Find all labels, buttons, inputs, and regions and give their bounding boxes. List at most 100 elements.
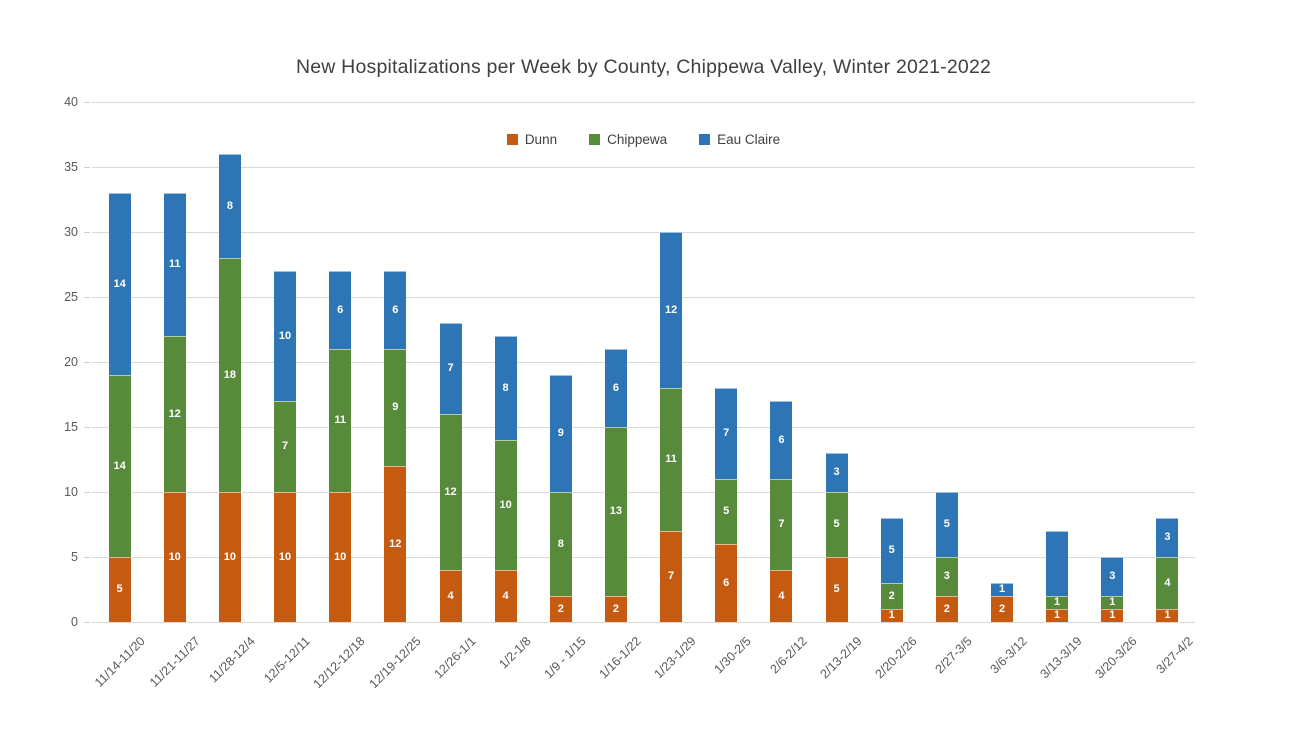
chippewa-legend-swatch-icon — [589, 134, 601, 145]
data-label: 10 — [278, 329, 292, 342]
bar-segment-dunn: 10 — [163, 492, 186, 622]
bar-segment-chippewa: 5 — [825, 492, 848, 557]
data-label: 5 — [833, 583, 840, 595]
data-label: 8 — [502, 381, 509, 394]
x-axis-label: 3/27-4/2 — [1152, 634, 1196, 677]
bar-segment-dunn: 12 — [384, 466, 407, 622]
legend-item-eau-claire: Eau Claire — [699, 132, 780, 147]
data-label: 7 — [281, 440, 289, 452]
data-label: 2 — [998, 602, 1006, 615]
data-label: 12 — [168, 407, 181, 420]
data-label: 7 — [447, 362, 454, 374]
bar-segment-eau-claire: 9 — [549, 375, 572, 492]
bar-segment-dunn: 10 — [218, 492, 241, 622]
y-axis-tick — [84, 622, 90, 623]
data-label: 2 — [888, 589, 895, 602]
x-axis-label: 11/14-11/20 — [91, 634, 148, 690]
y-axis-tick — [84, 167, 90, 168]
bar-segment-eau-claire: 8 — [494, 336, 517, 440]
data-label: 3 — [833, 466, 840, 478]
bar-segment-dunn: 2 — [549, 596, 572, 622]
x-axis-label: 11/28-12/4 — [206, 634, 258, 686]
bar-segment-dunn: 1 — [880, 609, 903, 622]
y-axis-tick — [84, 362, 90, 363]
data-label: 8 — [557, 537, 564, 550]
y-axis-tick — [84, 102, 90, 103]
y-axis-tick — [84, 232, 90, 233]
data-label: 2 — [557, 602, 564, 615]
y-axis-label: 5 — [71, 550, 78, 564]
x-axis-label: 3/6-3/12 — [987, 634, 1030, 677]
bar-segment-chippewa: 11 — [660, 388, 683, 531]
y-axis-label: 35 — [64, 160, 78, 174]
bar-segment-chippewa: 3 — [935, 557, 958, 596]
data-label: 13 — [609, 505, 623, 517]
bar-segment-dunn: 10 — [329, 492, 352, 622]
data-label: 12 — [444, 485, 457, 498]
data-label: 10 — [278, 550, 292, 563]
data-label: 14 — [113, 277, 126, 290]
y-axis-label: 15 — [64, 420, 78, 434]
bar-segment-dunn: 10 — [274, 492, 296, 622]
y-axis-tick — [84, 557, 90, 558]
x-axis-label: 2/13-2/19 — [817, 634, 865, 682]
x-axis-label: 12/5-12/11 — [261, 634, 313, 686]
legend-label-eau-claire: Eau Claire — [717, 132, 781, 147]
data-label: 2 — [943, 602, 950, 615]
bar-segment-chippewa: 13 — [604, 427, 627, 596]
bar-segment-dunn: 4 — [494, 570, 517, 622]
data-label: 4 — [447, 589, 454, 602]
bar-segment-chippewa: 5 — [715, 479, 738, 544]
legend: Dunn Chippewa Eau Claire — [92, 132, 1195, 147]
data-label: 4 — [778, 589, 785, 602]
gridline — [92, 102, 1195, 103]
x-axis-label: 1/23-1/29 — [651, 634, 699, 682]
x-axis-label: 3/20-3/26 — [1092, 634, 1141, 682]
data-label: 7 — [723, 427, 730, 439]
bar-segment-eau-claire: 12 — [660, 232, 683, 388]
data-label: 18 — [223, 368, 237, 381]
bar-segment-eau-claire — [1046, 531, 1069, 596]
data-label: 10 — [223, 550, 237, 563]
data-label: 1 — [1054, 609, 1061, 621]
bar-segment-chippewa: 11 — [329, 349, 352, 492]
x-axis-label: 3/13-3/19 — [1037, 634, 1086, 682]
bar-segment-dunn: 1 — [1156, 609, 1179, 622]
data-label: 6 — [337, 303, 344, 316]
y-axis-label: 20 — [64, 355, 78, 369]
bar-segment-chippewa: 12 — [439, 414, 462, 570]
bar-segment-eau-claire: 7 — [715, 388, 738, 479]
bar-segment-chippewa: 7 — [770, 479, 793, 570]
data-label: 1 — [888, 609, 895, 621]
data-label: 9 — [392, 401, 399, 413]
bar-segment-eau-claire: 6 — [770, 401, 793, 479]
bar-segment-eau-claire: 5 — [935, 492, 958, 557]
gridline — [92, 492, 1195, 493]
bar-segment-dunn: 6 — [715, 544, 738, 622]
bar-segment-dunn: 2 — [935, 596, 958, 622]
data-label: 9 — [557, 427, 564, 439]
data-label: 6 — [723, 576, 730, 589]
bar-segment-chippewa: 10 — [494, 440, 517, 570]
data-label: 2 — [612, 602, 619, 615]
bar-segment-eau-claire: 3 — [825, 453, 848, 492]
data-label: 3 — [1164, 531, 1171, 543]
bar-segment-dunn: 2 — [604, 596, 627, 622]
gridline — [92, 232, 1195, 233]
y-axis-label: 30 — [64, 225, 78, 239]
data-label: 3 — [943, 570, 950, 582]
bar-segment-eau-claire: 3 — [1101, 557, 1124, 596]
bar-segment-chippewa: 4 — [1156, 557, 1179, 609]
gridline — [92, 362, 1195, 363]
data-label: 10 — [334, 550, 347, 563]
bar-segment-eau-claire: 6 — [329, 271, 352, 349]
legend-item-dunn: Dunn — [506, 132, 557, 147]
bar-segment-eau-claire: 8 — [218, 154, 241, 258]
bar-segment-dunn: 1 — [1046, 609, 1069, 622]
bar-segment-dunn: 7 — [660, 531, 683, 622]
data-label: 1 — [1109, 596, 1116, 608]
x-axis-label: 12/26-1/1 — [431, 634, 479, 682]
bar-segment-chippewa: 18 — [218, 258, 241, 492]
y-axis-tick — [84, 492, 90, 493]
